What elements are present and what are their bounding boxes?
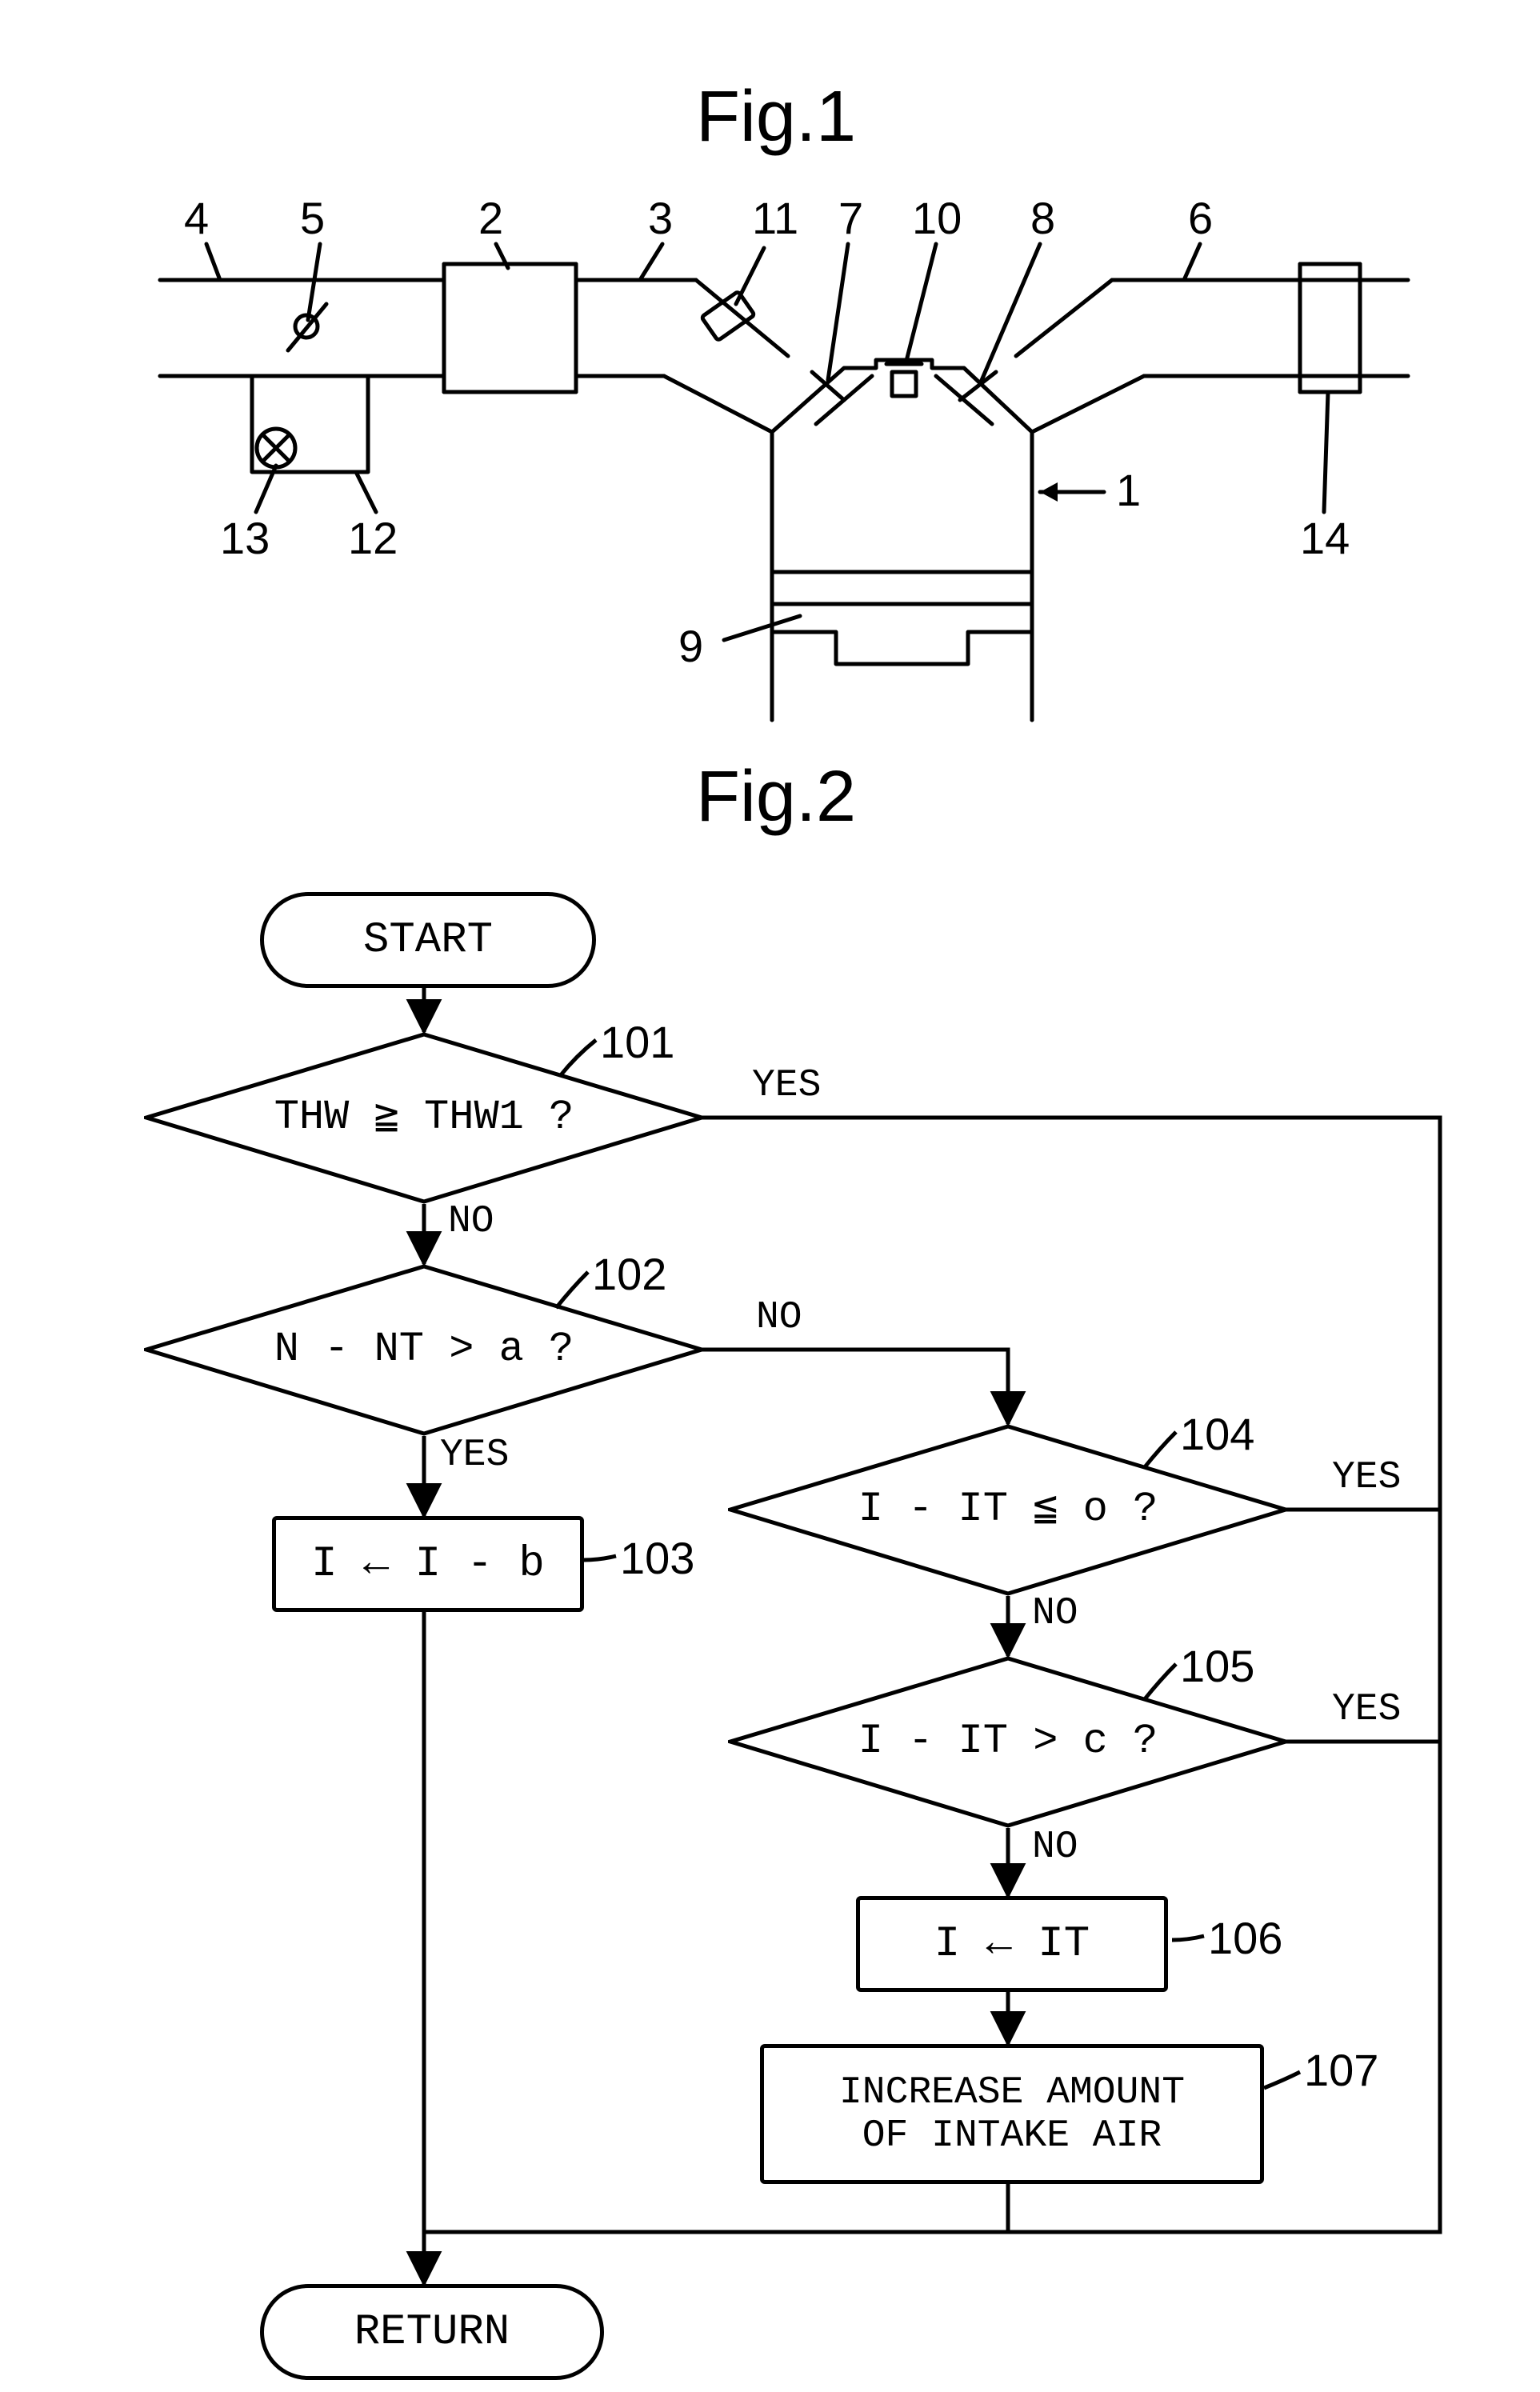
fig2-connectors — [0, 0, 1540, 2392]
